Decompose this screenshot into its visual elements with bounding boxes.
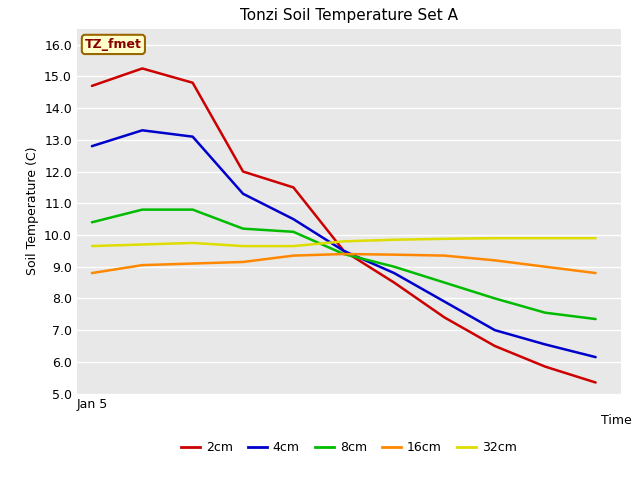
X-axis label: Time: Time <box>601 414 632 427</box>
Title: Tonzi Soil Temperature Set A: Tonzi Soil Temperature Set A <box>240 9 458 24</box>
Legend: 2cm, 4cm, 8cm, 16cm, 32cm: 2cm, 4cm, 8cm, 16cm, 32cm <box>176 436 522 459</box>
Text: TZ_fmet: TZ_fmet <box>85 38 142 51</box>
Y-axis label: Soil Temperature (C): Soil Temperature (C) <box>26 147 38 276</box>
